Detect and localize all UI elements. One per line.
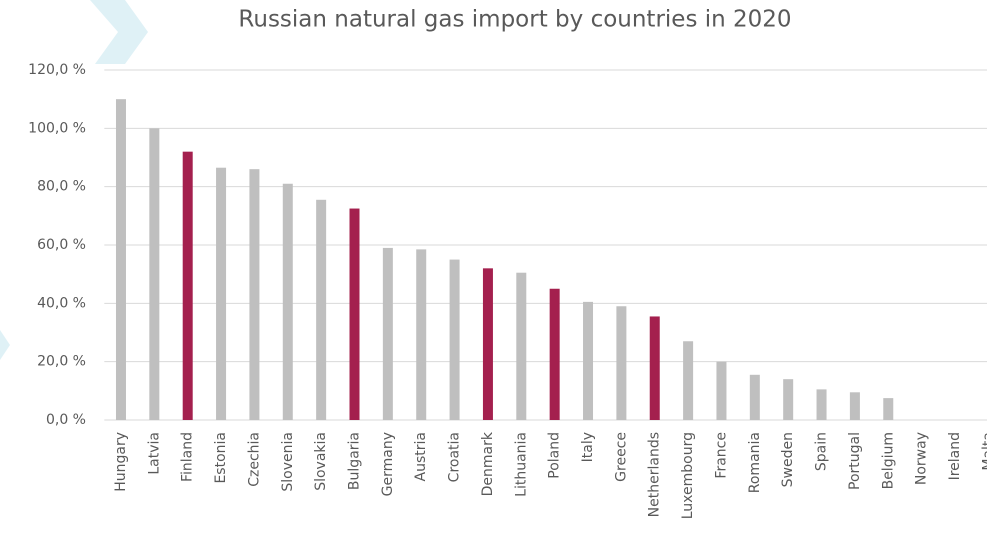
- bar: [249, 169, 260, 420]
- x-tick-label: Italy: [580, 432, 596, 462]
- bar: [883, 398, 894, 420]
- y-tick-label: 20,0 %: [37, 354, 86, 370]
- y-tick-label: 40,0 %: [37, 295, 86, 311]
- x-tick-label: Sweden: [780, 432, 796, 487]
- x-tick-label: Ireland: [947, 432, 963, 480]
- x-tick-label: Germany: [380, 432, 396, 496]
- x-tick-label: France: [713, 432, 729, 479]
- x-tick-label: Austria: [413, 432, 429, 481]
- bar: [449, 259, 460, 420]
- x-tick-label: Lithuania: [513, 432, 529, 497]
- x-tick-label: Slovenia: [280, 432, 296, 492]
- y-tick-label: 0,0 %: [46, 412, 86, 428]
- x-tick-label: Hungary: [113, 432, 129, 492]
- x-tick-label: Denmark: [480, 431, 496, 496]
- bar: [549, 288, 560, 420]
- y-tick-label: 100,0 %: [28, 120, 86, 136]
- x-tick-label: Greece: [613, 432, 629, 482]
- bar: [182, 151, 193, 420]
- bar: [583, 301, 594, 420]
- bar: [149, 128, 160, 421]
- bar: [282, 183, 293, 420]
- x-tick-label: Finland: [180, 432, 196, 482]
- bar: [115, 99, 126, 421]
- x-tick-label: Luxembourg: [680, 432, 696, 519]
- bar: [616, 306, 627, 420]
- bar: [416, 249, 427, 420]
- x-tick-label: Belgium: [880, 432, 896, 489]
- x-tick-label: Czechia: [246, 432, 262, 487]
- bar: [683, 341, 694, 420]
- decoration: [90, 0, 148, 64]
- x-tick-label: Bulgaria: [347, 432, 363, 490]
- x-tick-label: Latvia: [146, 432, 162, 475]
- x-tick-label: Malta: [980, 432, 987, 471]
- decoration: [0, 330, 10, 360]
- bar: [649, 316, 660, 420]
- x-tick-label: Estonia: [213, 432, 229, 484]
- bar: [716, 361, 727, 420]
- x-tick-label: Portugal: [847, 432, 863, 490]
- bar: [349, 208, 360, 420]
- x-tick-label: Poland: [547, 432, 563, 479]
- bar: [382, 247, 393, 420]
- x-tick-label: Croatia: [447, 432, 463, 482]
- bar: [482, 268, 493, 420]
- y-tick-label: 80,0 %: [37, 179, 86, 195]
- x-tick-label: Netherlands: [647, 432, 663, 517]
- bar: [516, 272, 527, 420]
- bar: [849, 392, 860, 420]
- bar: [783, 379, 794, 420]
- bar: [216, 167, 227, 420]
- bar: [816, 389, 827, 420]
- x-tick-label: Norway: [914, 432, 930, 485]
- x-tick-label: Romania: [747, 432, 763, 493]
- x-tick-label: Spain: [814, 432, 830, 471]
- x-tick-label: Slovakia: [313, 432, 329, 491]
- chart-title: Russian natural gas import by countries …: [238, 7, 791, 33]
- y-tick-label: 120,0 %: [28, 62, 86, 78]
- bar: [316, 199, 327, 420]
- bar: [749, 374, 760, 420]
- y-tick-label: 60,0 %: [37, 237, 86, 253]
